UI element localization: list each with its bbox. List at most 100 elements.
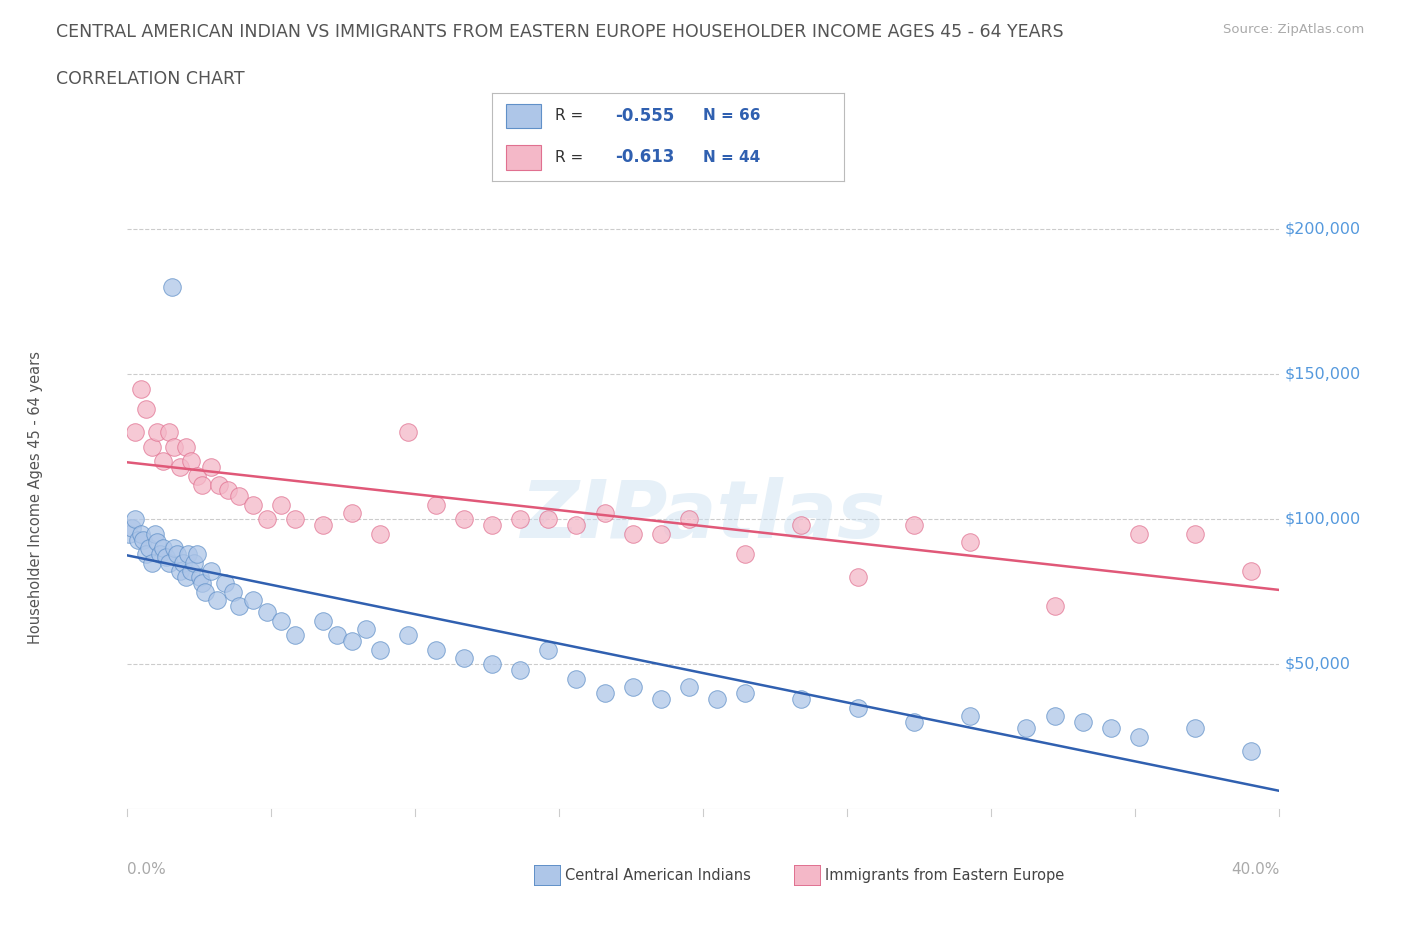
Text: Householder Income Ages 45 - 64 years: Householder Income Ages 45 - 64 years: [28, 351, 42, 644]
Point: [621, 526, 644, 541]
Point: [129, 526, 152, 541]
Point: [135, 402, 157, 417]
Point: [509, 662, 531, 677]
Text: R =: R =: [555, 150, 589, 165]
Point: [149, 547, 172, 562]
Point: [242, 498, 264, 512]
Point: [191, 576, 214, 591]
Point: [734, 685, 756, 700]
Point: [186, 469, 208, 484]
Point: [1015, 721, 1038, 736]
Text: $50,000: $50,000: [1285, 657, 1351, 671]
Point: [959, 535, 981, 550]
Point: [537, 512, 560, 526]
Point: [678, 512, 700, 526]
Point: [188, 570, 211, 585]
Point: [228, 488, 250, 503]
Text: -0.555: -0.555: [616, 107, 675, 125]
Point: [312, 518, 335, 533]
Point: [326, 628, 349, 643]
Text: Central American Indians: Central American Indians: [565, 868, 751, 883]
Point: [127, 532, 149, 547]
Text: R =: R =: [555, 109, 589, 124]
Text: $100,000: $100,000: [1285, 512, 1361, 526]
Point: [790, 518, 813, 533]
Point: [1128, 526, 1150, 541]
Text: CORRELATION CHART: CORRELATION CHART: [56, 70, 245, 87]
Point: [734, 547, 756, 562]
Point: [340, 633, 363, 648]
Point: [1184, 526, 1206, 541]
Point: [217, 483, 239, 498]
Point: [368, 526, 391, 541]
Point: [256, 512, 278, 526]
Point: [453, 651, 475, 666]
Text: Source: ZipAtlas.com: Source: ZipAtlas.com: [1223, 23, 1364, 36]
Point: [174, 570, 197, 585]
Point: [1043, 709, 1066, 724]
Text: N = 66: N = 66: [703, 109, 761, 124]
Text: 0.0%: 0.0%: [127, 862, 166, 877]
Point: [678, 680, 700, 695]
Point: [650, 692, 672, 707]
Point: [481, 518, 503, 533]
Point: [124, 512, 146, 526]
Text: CENTRAL AMERICAN INDIAN VS IMMIGRANTS FROM EASTERN EUROPE HOUSEHOLDER INCOME AGE: CENTRAL AMERICAN INDIAN VS IMMIGRANTS FR…: [56, 23, 1064, 41]
Point: [1071, 715, 1094, 730]
Point: [1240, 564, 1263, 578]
Point: [163, 439, 186, 454]
Bar: [506, 103, 541, 128]
Point: [146, 425, 169, 440]
Point: [650, 526, 672, 541]
Point: [138, 541, 160, 556]
Point: [903, 518, 925, 533]
Point: [146, 535, 169, 550]
Point: [1099, 721, 1122, 736]
Point: [270, 613, 292, 628]
Text: N = 44: N = 44: [703, 150, 761, 165]
Point: [143, 526, 166, 541]
Point: [1128, 729, 1150, 744]
Bar: [506, 145, 541, 170]
Point: [157, 555, 180, 570]
Point: [208, 477, 231, 492]
Point: [194, 584, 217, 599]
Text: Immigrants from Eastern Europe: Immigrants from Eastern Europe: [825, 868, 1064, 883]
Point: [593, 506, 616, 521]
Point: [183, 555, 205, 570]
Point: [354, 622, 377, 637]
Point: [157, 425, 180, 440]
Point: [141, 439, 163, 454]
Point: [129, 381, 152, 396]
Point: [169, 564, 191, 578]
Point: [214, 576, 236, 591]
Point: [174, 439, 197, 454]
Point: [228, 599, 250, 614]
Point: [1240, 744, 1263, 759]
Text: $150,000: $150,000: [1285, 366, 1361, 382]
Text: 40.0%: 40.0%: [1232, 862, 1279, 877]
Point: [163, 541, 186, 556]
Point: [132, 532, 155, 547]
Point: [200, 564, 222, 578]
Point: [152, 541, 174, 556]
Point: [152, 454, 174, 469]
Point: [118, 526, 141, 541]
Point: [222, 584, 245, 599]
Point: [790, 692, 813, 707]
Point: [312, 613, 335, 628]
Point: [396, 628, 419, 643]
Point: [453, 512, 475, 526]
Point: [706, 692, 728, 707]
Point: [621, 680, 644, 695]
Point: [340, 506, 363, 521]
Point: [135, 547, 157, 562]
Point: [425, 498, 447, 512]
Point: [180, 454, 202, 469]
Point: [537, 643, 560, 658]
Point: [425, 643, 447, 658]
Point: [200, 459, 222, 474]
Point: [565, 518, 588, 533]
Point: [191, 477, 214, 492]
Point: [1043, 599, 1066, 614]
